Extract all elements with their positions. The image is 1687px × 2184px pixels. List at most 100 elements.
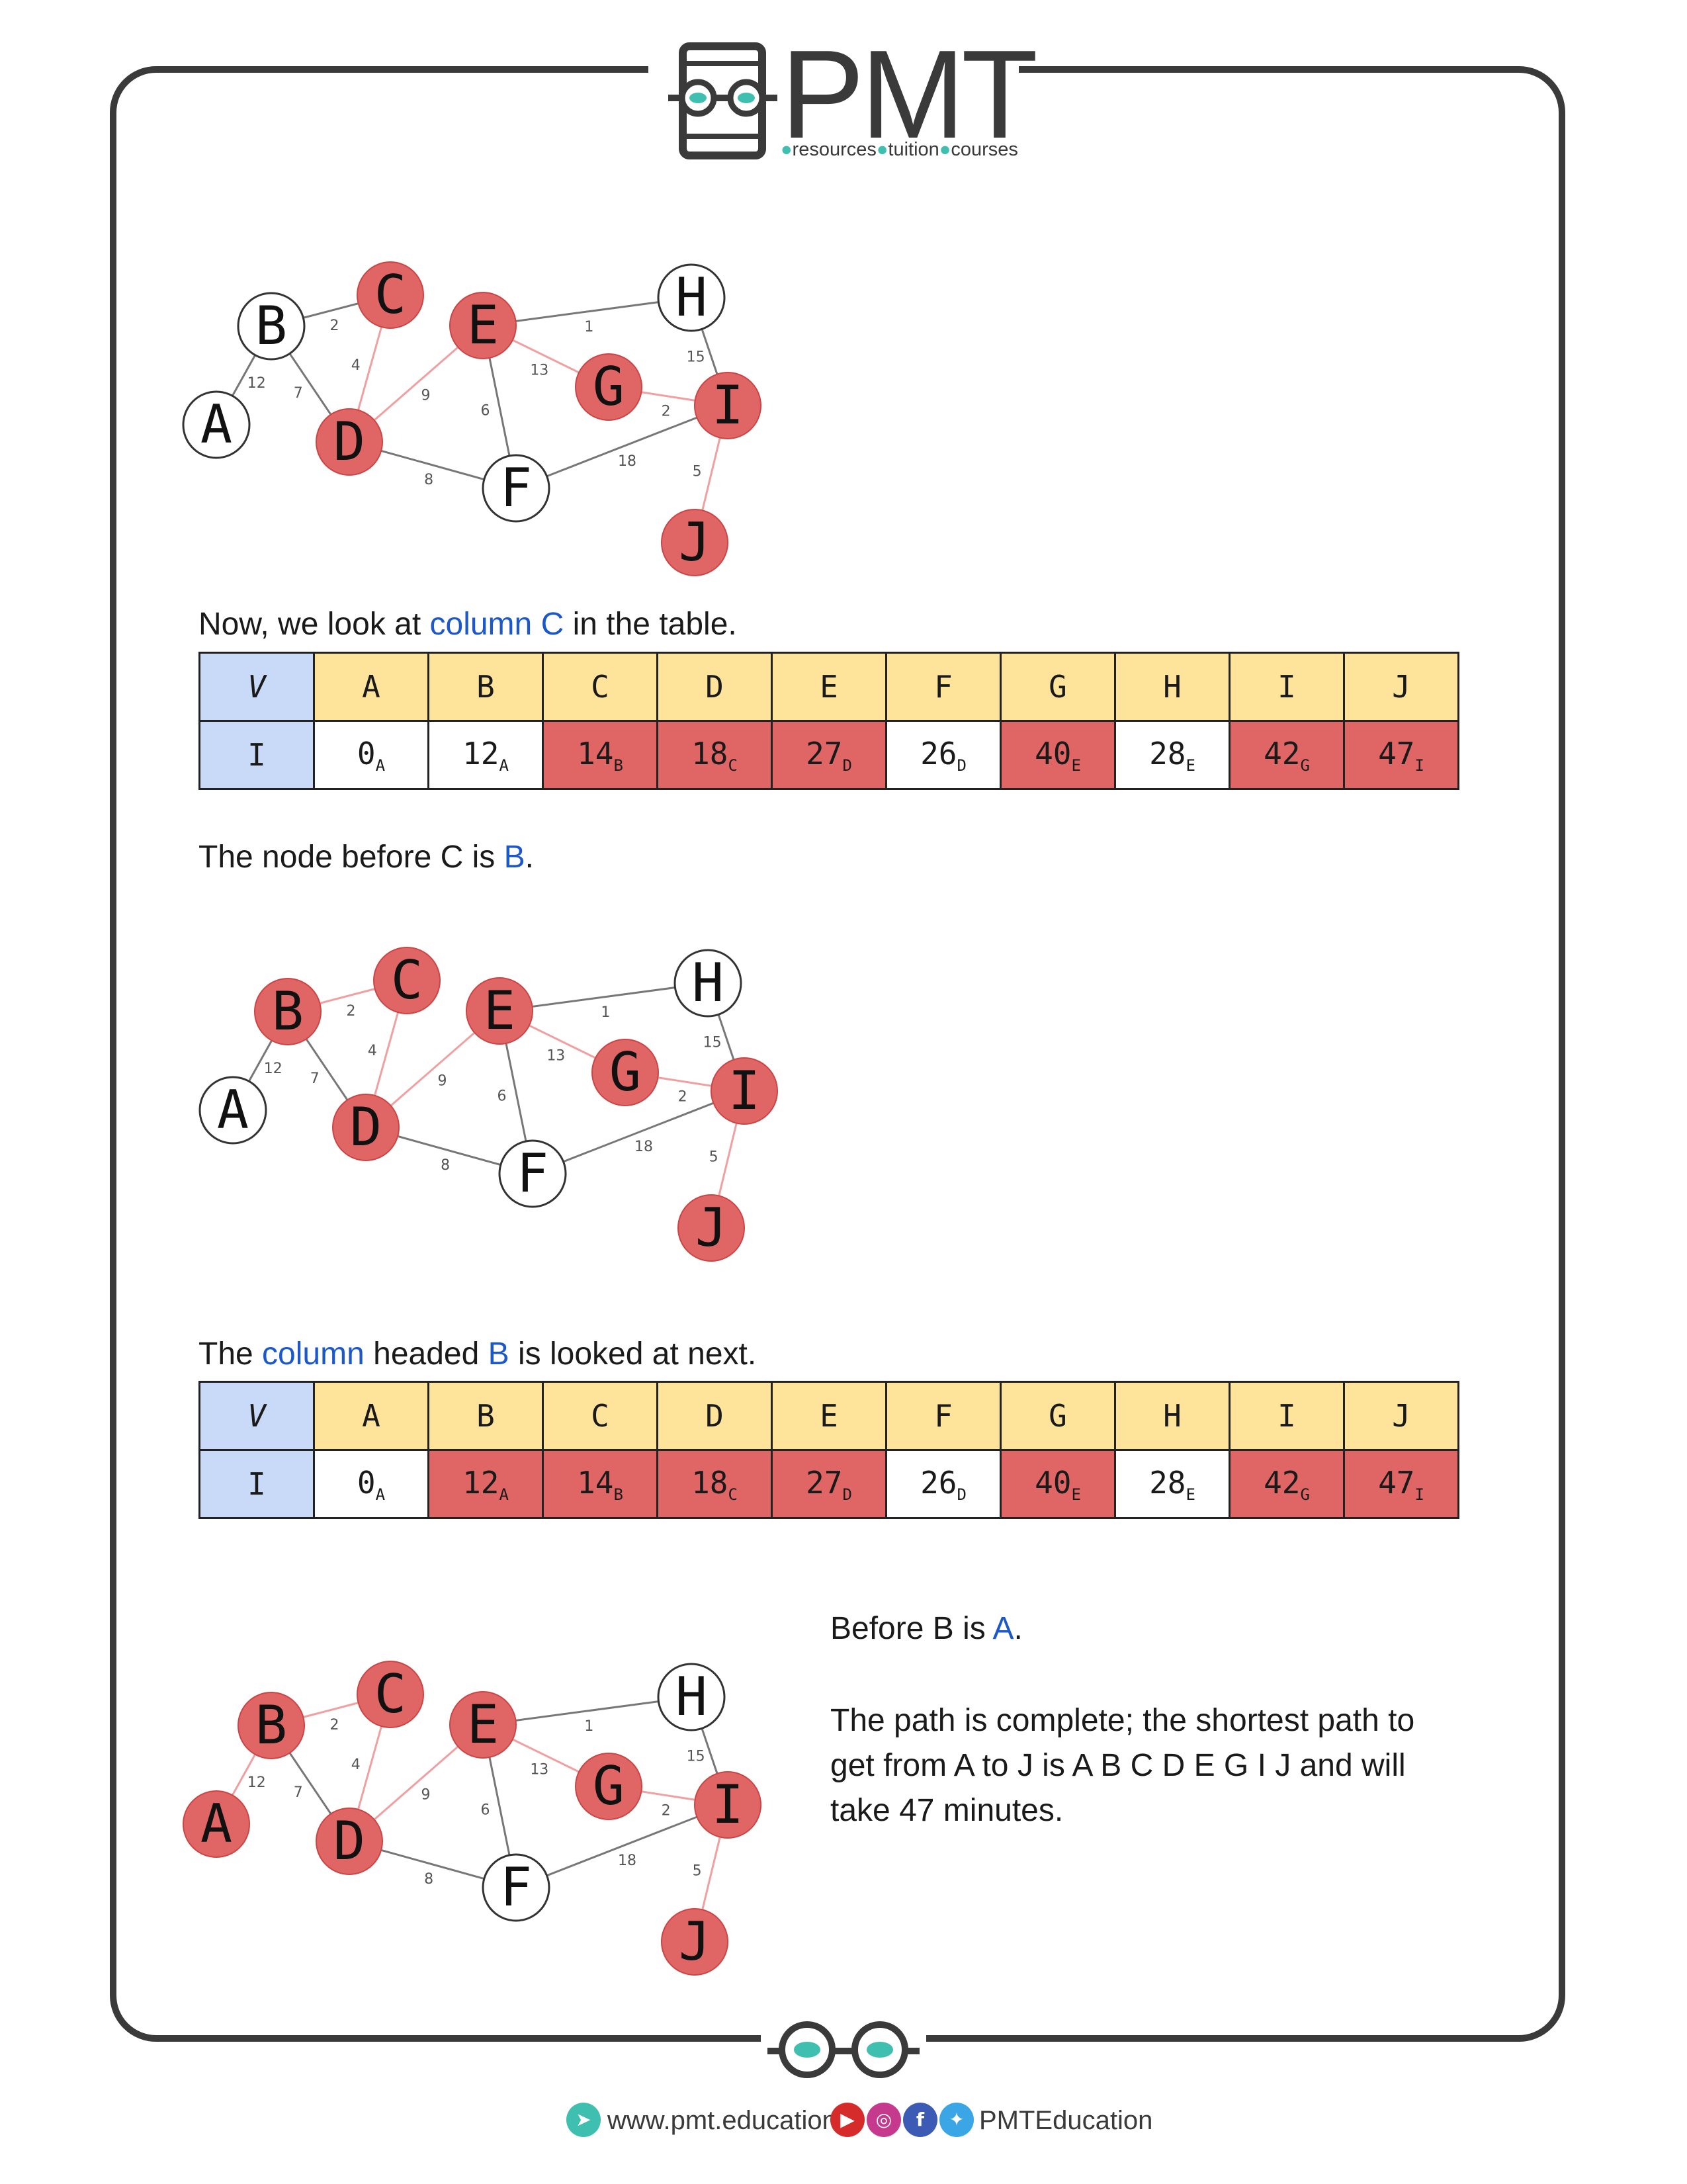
node-label-j: J (695, 1197, 727, 1258)
cell-e: 27D (771, 720, 887, 790)
edge-weight-e-g: 13 (546, 1047, 565, 1064)
node-j (677, 1194, 745, 1262)
node-label-e: E (484, 980, 515, 1041)
node-h (657, 1663, 726, 1731)
paragraph-node-before-c: The node before C is B. (198, 840, 534, 875)
edge-weight-b-d: 7 (294, 385, 303, 402)
node-i (694, 372, 761, 439)
footer: ➤ www.pmt.education ▶ ◎ f ✦ PMTEducation (0, 2097, 1687, 2144)
node-label-f: F (517, 1143, 548, 1204)
header-e: E (771, 652, 887, 722)
cell-j: 47I (1343, 720, 1459, 790)
node-label-g: G (593, 356, 625, 417)
header-g: G (1000, 1381, 1116, 1451)
node-g (575, 1753, 642, 1820)
node-i (711, 1057, 778, 1125)
edge-weight-d-e: 9 (421, 1787, 430, 1804)
edge-weight-a-b: 12 (247, 375, 266, 392)
edge-e-h (482, 1696, 692, 1726)
edge-weight-f-i: 18 (634, 1139, 653, 1155)
node-b (237, 292, 306, 361)
header-c: C (542, 652, 658, 722)
node-c (357, 1661, 424, 1728)
instagram-icon[interactable]: ◎ (867, 2103, 901, 2137)
node-i (694, 1771, 761, 1839)
node-b (254, 978, 322, 1045)
node-label-j: J (679, 511, 711, 573)
twitter-icon[interactable]: ✦ (939, 2103, 974, 2137)
edge-weight-e-f: 6 (480, 402, 490, 419)
footer-social[interactable]: PMTEducation (979, 2106, 1153, 2135)
node-label-a: A (200, 1793, 232, 1855)
edge-weight-e-f: 6 (497, 1088, 506, 1104)
edge-weight-b-c: 2 (330, 1717, 339, 1733)
node-a (198, 1076, 267, 1145)
edge-weight-b-c: 2 (330, 318, 339, 334)
edge-weight-e-h: 1 (584, 1718, 593, 1735)
cell-a: 0A (313, 1449, 429, 1519)
edge-weight-e-g: 13 (530, 1761, 548, 1778)
header-i: I (1229, 1381, 1345, 1451)
cursor-icon: ➤ (566, 2103, 601, 2137)
node-c (373, 947, 441, 1014)
footer-website[interactable]: www.pmt.education (607, 2106, 837, 2135)
node-f (482, 1853, 550, 1922)
node-label-e: E (467, 294, 499, 356)
logo-brand: PMT (781, 24, 1038, 165)
cell-i: 42G (1229, 1449, 1345, 1519)
node-label-i: I (712, 1774, 744, 1835)
edge-f-i (532, 1090, 745, 1175)
node-label-a: A (200, 394, 232, 455)
edge-weight-c-d: 4 (368, 1043, 377, 1059)
node-d (332, 1094, 400, 1161)
node-h (657, 263, 726, 332)
edge-weight-b-d: 7 (294, 1784, 303, 1801)
node-e (466, 977, 533, 1045)
node-label-i: I (712, 374, 744, 436)
node-label-d: D (333, 1810, 365, 1872)
node-label-g: G (593, 1755, 625, 1817)
header-b: B (427, 1381, 544, 1451)
edge-f-i (515, 404, 728, 490)
edge-weight-e-g: 13 (530, 362, 548, 378)
edge-weight-e-h: 1 (601, 1004, 610, 1021)
header-h: H (1114, 652, 1231, 722)
node-label-h: H (675, 1666, 707, 1727)
cell-c: 14B (542, 720, 658, 790)
node-f (482, 454, 550, 523)
cell-h: 28E (1114, 1449, 1231, 1519)
node-b (238, 1692, 305, 1759)
header-i: I (1229, 652, 1345, 722)
node-label-f: F (500, 1856, 532, 1918)
cell-b: 12A (427, 720, 544, 790)
node-a (183, 1790, 250, 1858)
edge-weight-g-i: 2 (662, 404, 671, 420)
header-j: J (1343, 652, 1459, 722)
edge-weight-d-f: 8 (441, 1157, 450, 1174)
cell-j: 47I (1343, 1449, 1459, 1519)
cell-g: 40E (1000, 720, 1116, 790)
node-label-j: J (679, 1911, 711, 1972)
cell-h: 28E (1114, 720, 1231, 790)
edge-weight-d-f: 8 (424, 472, 433, 488)
node-label-a: A (217, 1079, 249, 1141)
edge-weight-g-i: 2 (662, 1803, 671, 1819)
edge-weight-d-e: 9 (437, 1073, 447, 1090)
facebook-icon[interactable]: f (903, 2103, 937, 2137)
edge-weight-f-i: 18 (618, 1853, 636, 1869)
node-label-h: H (675, 267, 707, 328)
node-d (316, 408, 383, 476)
edge-weight-h-i: 15 (687, 1749, 705, 1765)
node-c (357, 261, 424, 329)
row-label: I (198, 720, 315, 790)
header-d: D (656, 1381, 773, 1451)
youtube-icon[interactable]: ▶ (830, 2103, 865, 2137)
edge-weight-e-h: 1 (584, 319, 593, 335)
paragraph-column-c: Now, we look at column C in the table. (198, 607, 737, 642)
edge-weight-a-b: 12 (264, 1061, 282, 1077)
paragraph-before-b: Before B is A. (830, 1611, 1023, 1646)
header-h: H (1114, 1381, 1231, 1451)
